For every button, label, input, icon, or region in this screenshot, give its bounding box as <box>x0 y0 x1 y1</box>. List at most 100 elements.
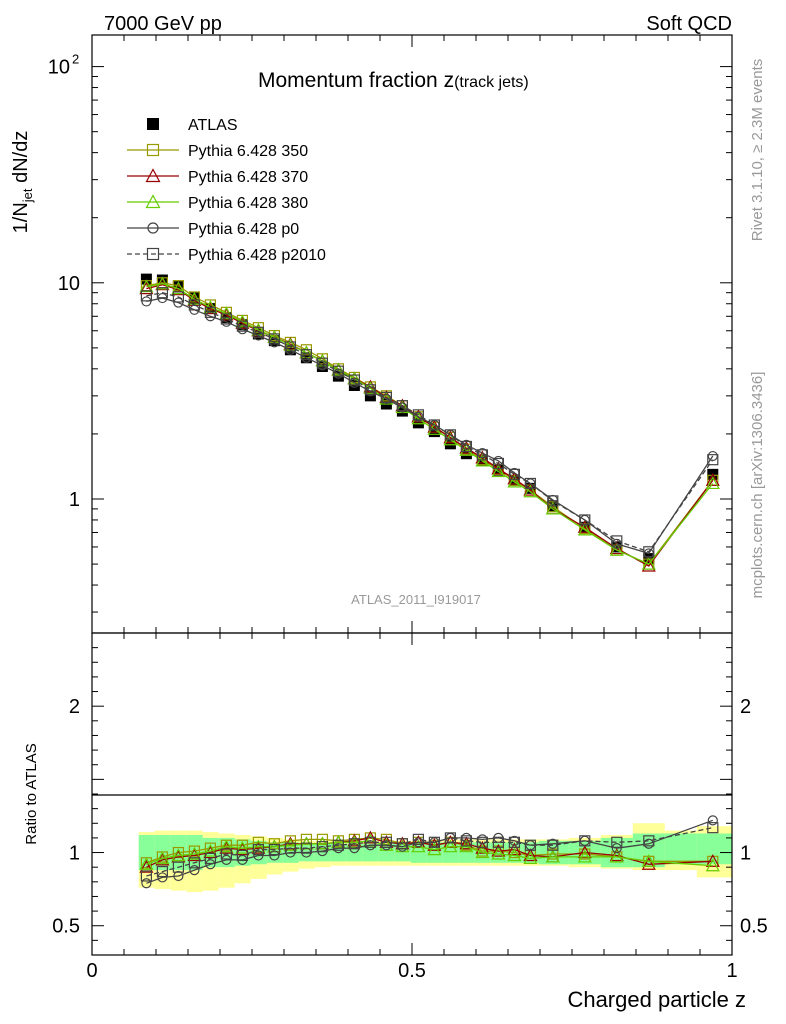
ratio-point-3-7 <box>253 850 264 861</box>
ratio-point-3-27 <box>611 843 622 854</box>
main-point-5-22 <box>492 457 504 470</box>
legend: ATLAS Pythia 6.428 350 Pythia 6.428 370 Pyt… <box>127 117 326 264</box>
ratio-point-3-4 <box>205 859 216 870</box>
x-tick-label-1: 0.5 <box>398 960 426 982</box>
main-point-3-0 <box>139 279 154 293</box>
ratio-point-4-22 <box>492 836 504 848</box>
ratio-point-4-17 <box>412 833 424 845</box>
beam-energy-label: 7000 GeV pp <box>104 13 222 35</box>
ratio-point-1-13 <box>347 833 362 847</box>
category-label: Soft QCD <box>646 13 732 35</box>
main-point-5-27 <box>611 535 623 547</box>
ratio-point-2-22 <box>491 846 506 860</box>
main-point-3-12 <box>331 362 346 376</box>
main-point-3-29 <box>705 476 720 490</box>
main-point-0-7 <box>252 328 264 340</box>
legend-marker-3 <box>145 194 161 209</box>
main-point-0-1 <box>156 274 168 286</box>
legend-label-3: Pythia 6.428 380 <box>188 195 308 212</box>
main-point-5-0 <box>140 290 152 302</box>
main-point-3-20 <box>459 443 474 456</box>
main-line-5 <box>146 292 714 553</box>
ratio-point-1-22 <box>491 843 506 857</box>
ratio-y-tick-label-right-2: 0.5 <box>740 916 768 938</box>
ratio-point-2-28 <box>641 854 656 867</box>
main-point-3-26 <box>577 522 592 536</box>
legend-marker-4 <box>147 222 159 234</box>
main-point-2-29 <box>705 473 720 486</box>
ratio-point-4-19 <box>444 832 456 844</box>
main-y-tick-label-2: 1 <box>69 489 80 511</box>
main-point-5-14 <box>364 384 376 396</box>
watermark: ATLAS_2011_I919017 <box>351 592 481 607</box>
main-point-5-18 <box>428 419 440 431</box>
legend-marker-5 <box>146 247 160 261</box>
ratio-point-2-19 <box>443 839 458 853</box>
ratio-point-4-29 <box>707 822 719 834</box>
ratio-point-2-25 <box>545 849 560 863</box>
ratio-point-4-0 <box>140 870 152 882</box>
main-title-sub: (track jets) <box>454 74 529 91</box>
main-point-0-17 <box>412 417 424 429</box>
main-point-0-27 <box>611 541 623 553</box>
x-axis-label: Charged particle z <box>567 987 746 1012</box>
main-point-5-25 <box>547 495 559 507</box>
ratio-point-4-3 <box>188 857 200 869</box>
main-point-5-5 <box>220 313 232 325</box>
ratio-point-2-0 <box>139 857 154 870</box>
main-point-3-28 <box>641 556 656 570</box>
ratio-frame <box>91 632 733 956</box>
legend-label-5: Pythia 6.428 p2010 <box>188 247 326 264</box>
ratio-point-4-8 <box>268 844 280 856</box>
ratio-point-1-3 <box>187 848 202 862</box>
ratio-point-3-3 <box>189 865 200 876</box>
ratio-point-1-28 <box>641 857 656 870</box>
ratio-point-1-23 <box>507 842 522 856</box>
main-point-3-27 <box>609 542 624 556</box>
ratio-y-tick-label-left-0: 2 <box>69 696 80 718</box>
ratio-point-4-5 <box>220 848 232 860</box>
ratio-point-2-23 <box>507 848 522 862</box>
ratio-point-4-12 <box>332 839 344 851</box>
main-y-tick-exp-0: 2 <box>72 52 79 67</box>
main-point-3-25 <box>545 501 560 515</box>
ratio-point-3-5 <box>221 854 232 865</box>
ratio-point-3-8 <box>269 850 280 861</box>
ratio-point-1-0 <box>139 859 154 873</box>
ratio-point-4-28 <box>643 835 655 847</box>
main-point-3-24 <box>523 484 538 498</box>
main-point-2-21 <box>475 450 490 464</box>
ratio-point-2-13 <box>347 835 362 848</box>
ratio-point-4-14 <box>364 836 376 848</box>
main-point-4-2 <box>173 297 184 308</box>
ratio-point-4-23 <box>508 836 520 848</box>
ratio-band-green-29 <box>664 833 697 865</box>
main-point-3-5 <box>219 306 234 320</box>
main-y-tick-label-0: 10 <box>48 57 70 79</box>
ratio-point-2-27 <box>609 849 624 863</box>
main-point-5-12 <box>332 365 344 377</box>
main-title: Momentum fraction z(track jets) <box>258 69 529 92</box>
main-point-3-19 <box>443 432 458 446</box>
ratio-axes: 2 21 10.5 0.50 0.5 1 <box>52 633 768 982</box>
ratio-point-1-20 <box>459 836 474 850</box>
ratio-point-2-18 <box>427 842 442 856</box>
main-point-5-21 <box>476 449 488 461</box>
ratio-point-2-29 <box>705 858 720 872</box>
ratio-point-4-25 <box>547 839 559 851</box>
ratio-point-2-6 <box>235 840 250 854</box>
ratio-panel: 2 21 10.5 0.50 0.5 1 <box>52 632 768 982</box>
main-point-5-20 <box>460 440 472 453</box>
main-point-0-0 <box>140 273 152 285</box>
main-point-3-1 <box>155 276 170 290</box>
ratio-point-1-27 <box>609 848 624 862</box>
main-point-5-3 <box>188 299 200 311</box>
main-point-0-19 <box>444 438 456 450</box>
main-point-5-15 <box>380 391 392 404</box>
ratio-y-tick-label-left-2: 0.5 <box>52 916 80 938</box>
ratio-point-4-4 <box>204 852 216 865</box>
legend-marker-2 <box>145 168 161 183</box>
main-point-5-24 <box>524 477 537 490</box>
ratio-point-4-18 <box>428 836 440 848</box>
main-data-marks <box>139 273 720 572</box>
